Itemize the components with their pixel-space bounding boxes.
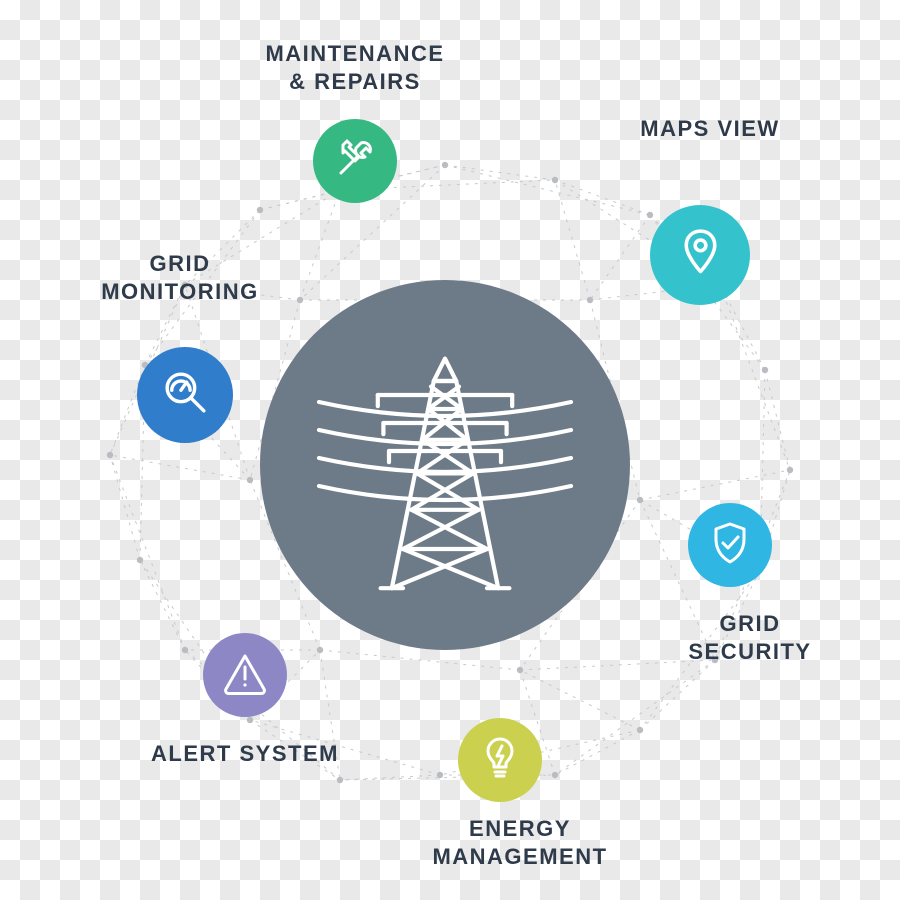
node-monitoring [137,347,233,443]
center-disc [260,280,630,650]
node-alert [203,633,287,717]
node-security [688,503,772,587]
node-maintenance [313,119,397,203]
node-label-alert: ALERT SYSTEM [95,740,395,768]
node-label-monitoring: GRID MONITORING [40,250,320,305]
shield-check-icon [706,519,754,572]
node-energy [458,718,542,802]
magnify-gauge-icon [158,365,213,425]
alert-triangle-icon [221,649,269,702]
bulb-bolt-icon [476,734,524,787]
node-label-maps: MAPS VIEW [560,115,860,143]
node-maps [650,205,750,305]
wrench-screwdriver-icon [331,135,379,188]
node-label-security: GRID SECURITY [625,610,875,665]
node-label-maintenance: MAINTENANCE & REPAIRS [200,40,510,95]
map-pin-icon [672,224,729,286]
infographic-stage: { "type": "infographic", "canvas": { "wi… [0,0,900,900]
transmission-tower-icon [305,325,585,605]
node-label-energy: ENERGY MANAGEMENT [370,815,670,870]
